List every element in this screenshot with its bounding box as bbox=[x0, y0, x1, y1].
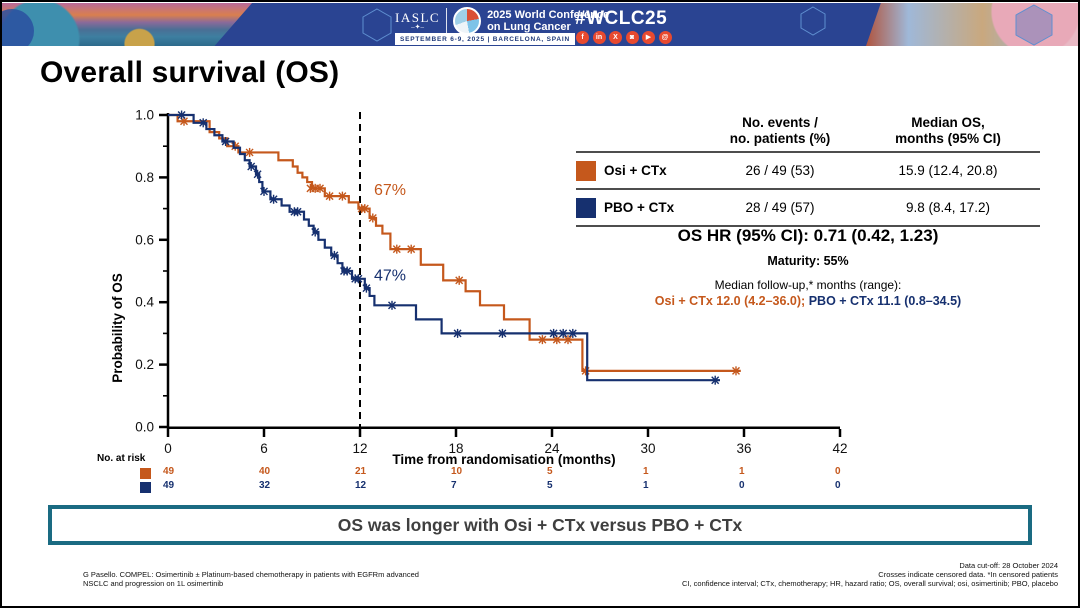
threads-icon[interactable]: @ bbox=[658, 31, 672, 44]
conference-hashtag: #WCLC25 bbox=[575, 8, 668, 29]
summary-table-header: No. events / no. patients (%) Median OS,… bbox=[576, 115, 1040, 151]
at-risk-count: 5 bbox=[547, 466, 553, 477]
hexagon-outline-icon bbox=[800, 6, 826, 36]
conclusion-text: OS was longer with Osi + CTx versus PBO … bbox=[337, 514, 743, 535]
y-tick-label: 0.8 bbox=[135, 170, 154, 185]
stats-block: OS HR (95% CI): 0.71 (0.42, 1.23) Maturi… bbox=[560, 226, 1056, 308]
divider bbox=[446, 8, 448, 34]
pbo-curve bbox=[168, 113, 720, 382]
osi-swatch bbox=[576, 160, 596, 181]
x-tick-label: 6 bbox=[260, 441, 268, 456]
at-risk-count: 21 bbox=[355, 466, 367, 477]
at-risk-count: 49 bbox=[163, 480, 175, 491]
x-tick-label: 18 bbox=[448, 441, 463, 456]
x-tick-label: 24 bbox=[544, 441, 560, 456]
iaslc-logo-text: IASLC bbox=[395, 10, 441, 25]
y-tick-label: 0.2 bbox=[135, 357, 154, 372]
x-tick-label: 12 bbox=[352, 441, 367, 456]
hexagon-filled-icon bbox=[1015, 4, 1053, 46]
table-rule bbox=[576, 188, 1040, 190]
summary-table: No. events / no. patients (%) Median OS,… bbox=[576, 115, 1040, 227]
pbo-events: 28 / 49 (57) bbox=[745, 200, 815, 215]
footer-notes: Data cut-off: 28 October 2024 Crosses in… bbox=[682, 561, 1058, 588]
at-risk-count: 32 bbox=[259, 480, 271, 491]
youtube-icon[interactable]: ▶ bbox=[642, 31, 655, 44]
y-tick-label: 0.0 bbox=[135, 420, 154, 435]
page-title: Overall survival (OS) bbox=[40, 56, 340, 89]
median-os-header: Median OS, months (95% CI) bbox=[895, 115, 1001, 146]
y-tick-label: 0.6 bbox=[135, 232, 154, 247]
decorative-circle bbox=[2, 9, 34, 46]
x-twitter-icon[interactable]: X bbox=[609, 31, 622, 44]
survival-rate-annotation: 47% bbox=[374, 268, 406, 285]
at-risk-count: 1 bbox=[643, 480, 649, 491]
y-tick-label: 0.4 bbox=[135, 295, 154, 310]
pbo-median: 9.8 (8.4, 17.2) bbox=[905, 200, 991, 215]
at-risk-count: 7 bbox=[451, 480, 457, 491]
followup-values: Osi + CTx 12.0 (4.2–36.0); PBO + CTx 11.… bbox=[560, 294, 1056, 308]
facebook-icon[interactable]: f bbox=[576, 31, 589, 44]
conference-title: 2025 World Conference on Lung Cancer bbox=[487, 9, 610, 33]
maturity-line: Maturity: 55% bbox=[767, 254, 849, 268]
footer-citation: G Pasello. COMPEL: Osimertinib ± Platinu… bbox=[83, 570, 419, 588]
at-risk-count: 49 bbox=[163, 466, 175, 477]
conference-banner: IASLC –✦– 2025 World Conference on Lung … bbox=[2, 3, 1078, 46]
y-tick-label: 1.0 bbox=[135, 108, 154, 123]
hexagon-outline-icon bbox=[362, 8, 392, 42]
barcelona-photo-left bbox=[2, 3, 252, 46]
at-risk-count: 40 bbox=[259, 466, 271, 477]
iaslc-logo: IASLC –✦– bbox=[395, 10, 441, 31]
table-rule bbox=[576, 151, 1040, 153]
x-tick-label: 36 bbox=[736, 441, 751, 456]
conclusion-banner: OS was longer with Osi + CTx versus PBO … bbox=[48, 505, 1032, 545]
risk-row-swatch-pbo bbox=[140, 482, 151, 493]
followup-osi: Osi + CTx 12.0 (4.2–36.0); bbox=[654, 294, 806, 308]
pbo-label: PBO + CTx bbox=[604, 200, 675, 215]
at-risk-count: 12 bbox=[355, 480, 367, 491]
osi-label: Osi + CTx bbox=[604, 163, 667, 178]
at-risk-count: 0 bbox=[835, 480, 841, 491]
x-tick-label: 0 bbox=[164, 441, 172, 456]
instagram-icon[interactable]: ◙ bbox=[625, 31, 639, 44]
at-risk-count: 5 bbox=[547, 480, 553, 491]
social-icons: f in X ◙ ▶ @ bbox=[576, 31, 672, 44]
conference-logo-block: IASLC –✦– 2025 World Conference on Lung … bbox=[395, 7, 609, 35]
followup-pbo: PBO + CTx 11.1 (0.8–34.5) bbox=[808, 294, 962, 308]
at-risk-count: 0 bbox=[739, 480, 745, 491]
wclc-globe-icon bbox=[453, 7, 482, 35]
x-tick-label: 30 bbox=[640, 441, 655, 456]
table-rule bbox=[576, 225, 1040, 227]
at-risk-count: 0 bbox=[835, 466, 841, 477]
at-risk-label: No. at risk bbox=[97, 453, 146, 464]
pbo-swatch bbox=[576, 197, 596, 218]
at-risk-count: 1 bbox=[643, 466, 649, 477]
table-row-pbo: PBO + CTx 28 / 49 (57) 9.8 (8.4, 17.2) bbox=[576, 190, 1040, 225]
linkedin-icon[interactable]: in bbox=[592, 31, 606, 44]
y-axis-title: Probability of OS bbox=[110, 273, 125, 383]
conference-date-bar: SEPTEMBER 6-9, 2025 | BARCELONA, SPAIN bbox=[395, 33, 575, 45]
hazard-ratio-line: OS HR (95% CI): 0.71 (0.42, 1.23) bbox=[677, 226, 939, 245]
events-header: No. events / no. patients (%) bbox=[729, 115, 831, 146]
km-plot: 0.0 0.2 0.4 0.6 0.8 1.0 0 6 12 18 24 30 36 42 Probabil… bbox=[110, 108, 848, 457]
risk-row-swatch-osi bbox=[140, 468, 151, 479]
x-axis-title: Time from randomisation (months) bbox=[392, 452, 616, 467]
iaslc-emblem-icon: –✦– bbox=[411, 23, 424, 31]
survival-rate-annotation: 67% bbox=[374, 182, 406, 199]
osi-median: 15.9 (12.4, 20.8) bbox=[898, 163, 998, 178]
osi-events: 26 / 49 (53) bbox=[745, 163, 815, 178]
at-risk-count: 1 bbox=[739, 466, 745, 477]
at-risk-count: 10 bbox=[451, 466, 463, 477]
followup-label: Median follow-up,* months (range): bbox=[714, 278, 902, 292]
x-tick-label: 42 bbox=[832, 441, 847, 456]
table-row-osi: Osi + CTx 26 / 49 (53) 15.9 (12.4, 20.8) bbox=[576, 153, 1040, 188]
